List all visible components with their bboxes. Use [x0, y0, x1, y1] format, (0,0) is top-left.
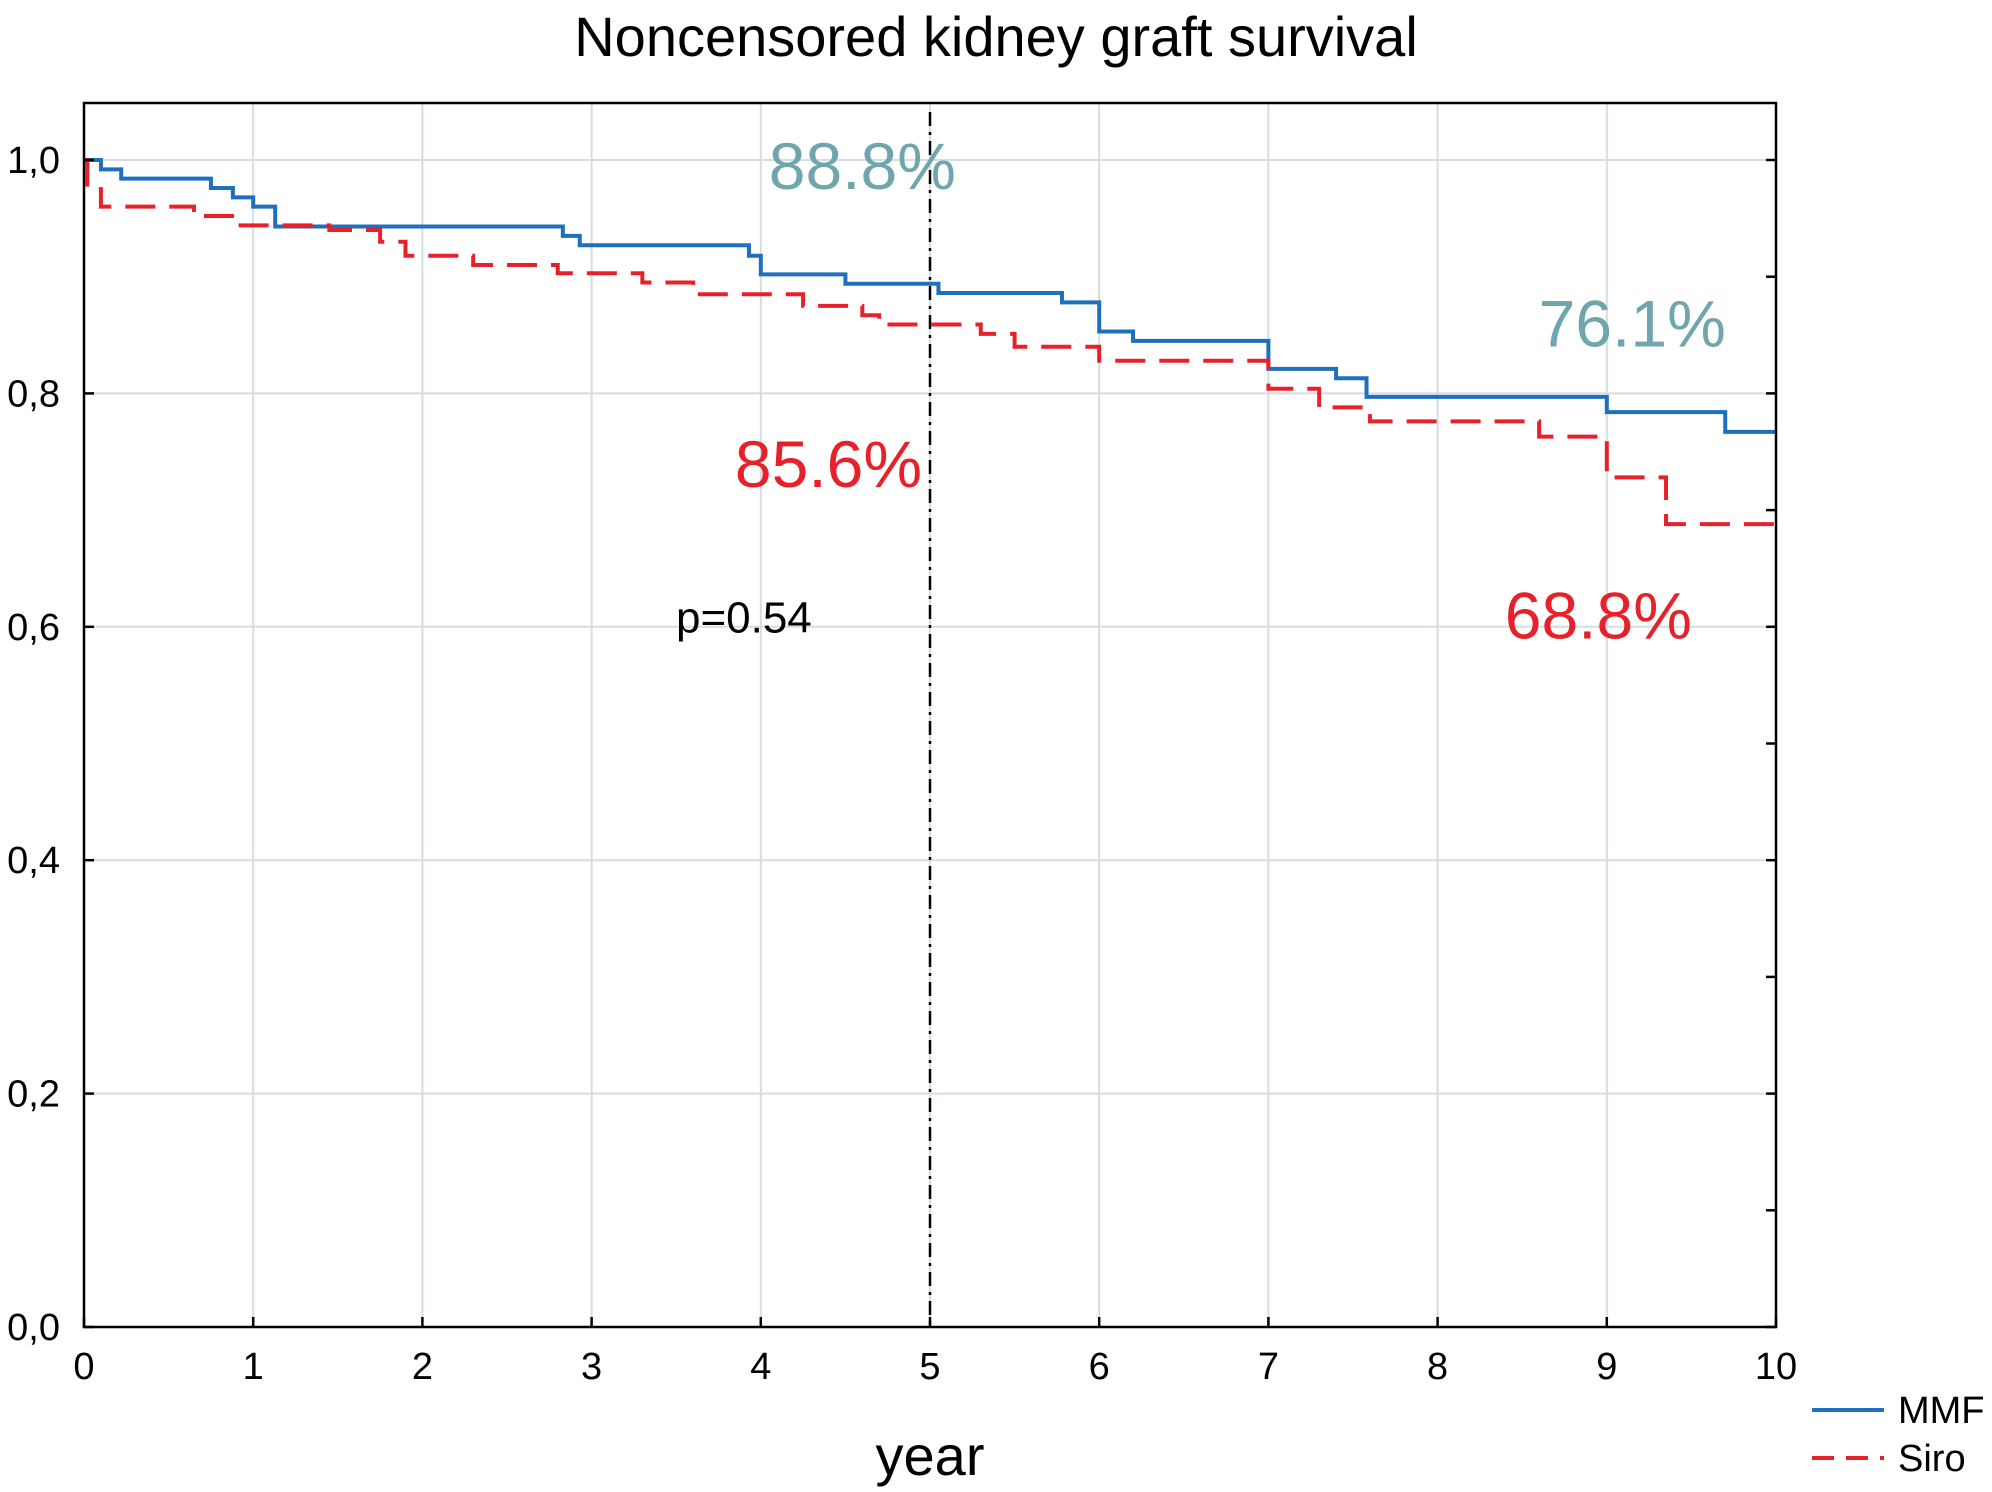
chart-title: Noncensored kidney graft survival: [574, 5, 1418, 68]
x-tick-label: 3: [581, 1346, 602, 1388]
y-tick-label: 0,6: [7, 607, 60, 649]
y-tick-label: 1,0: [7, 140, 60, 182]
axis-ticks: 0 1 2 3 4 5 6 7 8 9 10 0,0 0,2 0,4 0,6 0,8 1,0: [7, 140, 1797, 1388]
legend-label-siro: Siro: [1898, 1438, 1966, 1480]
data-label: 88.8%: [769, 129, 956, 203]
p-value-label: p=0.54: [676, 594, 812, 643]
series-group: [84, 158, 1776, 527]
x-tick-label: 9: [1596, 1346, 1617, 1388]
x-tick-label: 5: [919, 1346, 940, 1388]
y-tick-label: 0,2: [7, 1074, 60, 1116]
series-line-siro: [84, 158, 1776, 527]
x-tick-label: 6: [1089, 1346, 1110, 1388]
legend-label-mmf: MMF: [1898, 1390, 1985, 1432]
x-tick-label: 0: [73, 1346, 94, 1388]
x-tick-label: 7: [1258, 1346, 1279, 1388]
data-label: 68.8%: [1505, 578, 1692, 652]
x-axis-label: year: [876, 1424, 985, 1487]
x-tick-label: 10: [1755, 1346, 1797, 1388]
legend: MMF Siro: [1812, 1390, 1985, 1480]
x-tick-label: 1: [243, 1346, 264, 1388]
y-tick-label: 0,4: [7, 840, 60, 882]
x-tick-label: 2: [412, 1346, 433, 1388]
annotations: 88.8% 85.6% p=0.54 76.1% 68.8%: [676, 129, 1726, 652]
data-label: 76.1%: [1539, 287, 1726, 361]
y-tick-label: 0,0: [7, 1307, 60, 1349]
series-line-mmf: [84, 158, 1776, 434]
x-tick-label: 8: [1427, 1346, 1448, 1388]
x-tick-label: 4: [750, 1346, 771, 1388]
y-tick-label: 0,8: [7, 373, 60, 415]
data-label: 85.6%: [735, 427, 922, 501]
